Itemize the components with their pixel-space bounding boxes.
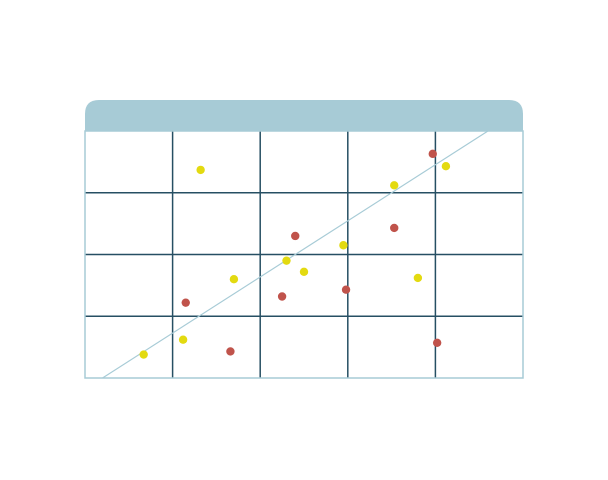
scatter-point bbox=[390, 223, 399, 233]
scatter-point bbox=[299, 267, 309, 276]
scatter-point bbox=[428, 149, 437, 159]
scatter-point bbox=[139, 350, 148, 359]
data-points bbox=[139, 149, 451, 359]
grid-lines bbox=[85, 131, 523, 378]
scatter-point bbox=[413, 273, 423, 283]
scatter-point bbox=[196, 165, 205, 175]
scatter-point bbox=[339, 241, 348, 250]
scatter-point bbox=[441, 161, 451, 171]
scatter-point bbox=[432, 338, 442, 348]
scatter-point bbox=[341, 285, 351, 294]
scatter-point bbox=[178, 335, 188, 344]
scatter-point bbox=[229, 275, 239, 284]
plot-frame bbox=[84, 130, 524, 379]
scatter-point bbox=[282, 256, 291, 265]
scatter-point bbox=[390, 181, 399, 190]
scatter-point bbox=[291, 231, 300, 241]
scatter-point bbox=[181, 298, 190, 307]
chart-header-band bbox=[85, 100, 523, 131]
scatter-point bbox=[226, 347, 235, 356]
scatter-point bbox=[277, 292, 287, 301]
trend-line bbox=[102, 130, 489, 379]
